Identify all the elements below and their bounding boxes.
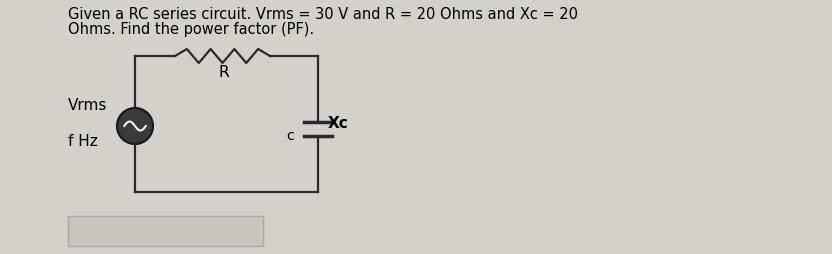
Text: R: R <box>219 65 229 80</box>
Text: f Hz: f Hz <box>68 133 97 148</box>
FancyBboxPatch shape <box>68 216 263 246</box>
Text: Vrms: Vrms <box>68 97 107 112</box>
Circle shape <box>117 108 153 145</box>
Text: Xc: Xc <box>328 116 349 131</box>
Text: c: c <box>286 129 294 142</box>
Text: Given a RC series circuit. Vrms = 30 V and R = 20 Ohms and Xc = 20: Given a RC series circuit. Vrms = 30 V a… <box>68 7 578 22</box>
Text: Ohms. Find the power factor (PF).: Ohms. Find the power factor (PF). <box>68 22 314 37</box>
